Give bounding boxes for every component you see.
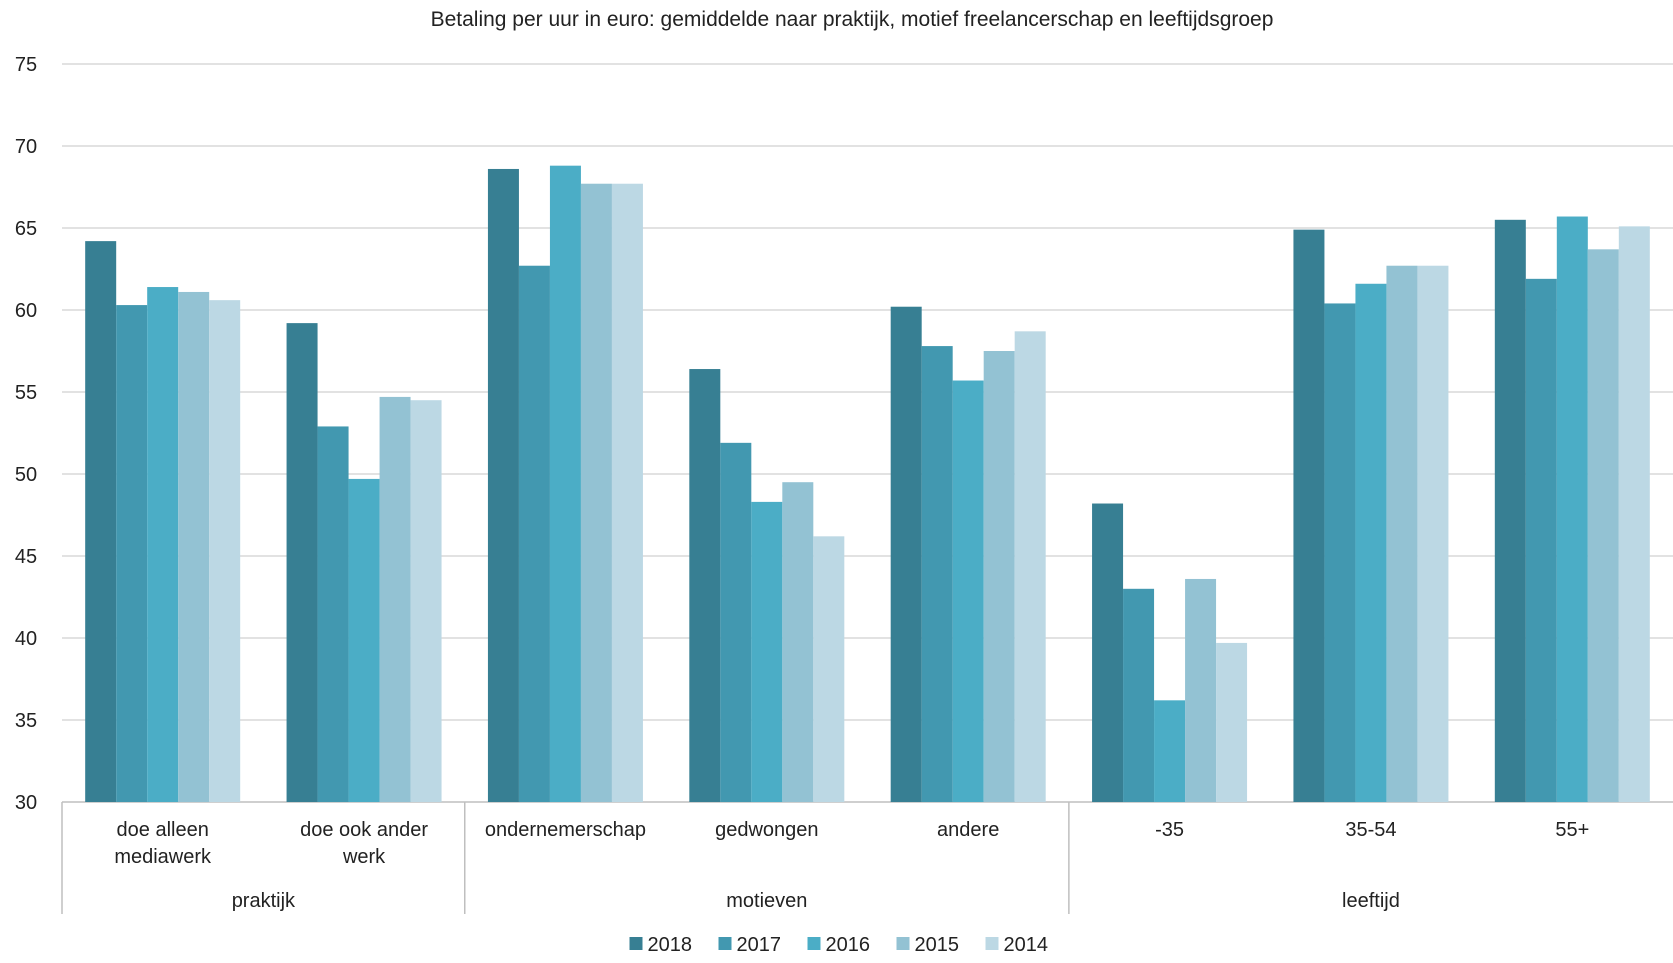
bar: [379, 396, 411, 802]
legend-label: 2014: [1004, 934, 1049, 956]
bar: [317, 426, 349, 802]
category-label: 55+: [1555, 819, 1589, 841]
legend-label: 2018: [648, 934, 693, 956]
bar: [1123, 588, 1155, 802]
bars: [85, 165, 1650, 803]
bar: [813, 536, 845, 802]
bar: [1618, 226, 1650, 803]
category-label: mediawerk: [114, 846, 212, 868]
category-label: ondernemerschap: [485, 819, 646, 841]
bar: [611, 183, 643, 803]
bar: [410, 400, 442, 802]
y-tick-label: 75: [15, 54, 37, 76]
bar: [1525, 278, 1557, 803]
bar: [689, 369, 721, 802]
bar: [1092, 503, 1124, 802]
bar: [116, 305, 148, 802]
category-label: werk: [342, 846, 386, 868]
bar: [720, 442, 752, 802]
legend: 2018 2017 2016 2015 2014: [629, 934, 1049, 956]
bar: [1014, 331, 1046, 802]
bar: [751, 501, 783, 802]
y-tick-label: 30: [15, 792, 37, 814]
bar: [580, 183, 612, 803]
bar: [1216, 642, 1248, 802]
group-label: leeftijd: [1342, 890, 1400, 912]
category-label: -35: [1155, 819, 1184, 841]
bar: [286, 323, 318, 802]
category-label: doe alleen: [117, 819, 209, 841]
bar: [1324, 303, 1356, 802]
bar: [1386, 265, 1418, 803]
bar: [549, 165, 581, 802]
y-tick-label: 45: [15, 546, 37, 568]
bar: [1417, 265, 1449, 803]
bar: [85, 241, 117, 802]
y-tick-label: 55: [15, 382, 37, 404]
legend-swatch: [718, 937, 732, 950]
legend-label: 2015: [915, 934, 960, 956]
bar: [983, 351, 1015, 802]
bar: [147, 287, 179, 802]
bar: [890, 306, 922, 802]
category-label: 35-54: [1345, 819, 1396, 841]
y-tick-label: 70: [15, 136, 37, 158]
axes: 30 35 40 45 50 55 60 65 70 75 doe alleen mediawerk d…: [15, 54, 1589, 914]
y-tick-label: 50: [15, 464, 37, 486]
legend-swatch: [896, 937, 910, 950]
bar: [1556, 216, 1588, 802]
group-label: motieven: [726, 890, 807, 912]
bar: [1185, 578, 1217, 802]
bar: [518, 265, 550, 803]
y-tick-label: 65: [15, 218, 37, 240]
bar: [1293, 229, 1325, 802]
category-label: doe ook ander: [300, 819, 428, 841]
bar: [1587, 249, 1619, 802]
bar: [487, 168, 519, 802]
group-label: praktijk: [232, 890, 296, 912]
legend-label: 2017: [737, 934, 782, 956]
category-label: gedwongen: [715, 819, 818, 841]
y-tick-label: 40: [15, 628, 37, 650]
bar: [952, 380, 984, 802]
bar: [1355, 283, 1387, 802]
bar: [178, 291, 210, 802]
legend-swatch: [985, 937, 999, 950]
bar: [782, 482, 814, 802]
legend-label: 2016: [826, 934, 871, 956]
legend-swatch: [807, 937, 821, 950]
y-tick-label: 35: [15, 710, 37, 732]
legend-swatch: [629, 937, 643, 950]
y-tick-label: 60: [15, 300, 37, 322]
bar: [1154, 700, 1186, 802]
bar: [1494, 219, 1526, 803]
bar: [209, 300, 241, 802]
bar: [921, 346, 953, 802]
bar: [348, 478, 380, 802]
category-label: andere: [937, 819, 999, 841]
chart-title: Betaling per uur in euro: gemiddelde naa…: [431, 8, 1274, 31]
